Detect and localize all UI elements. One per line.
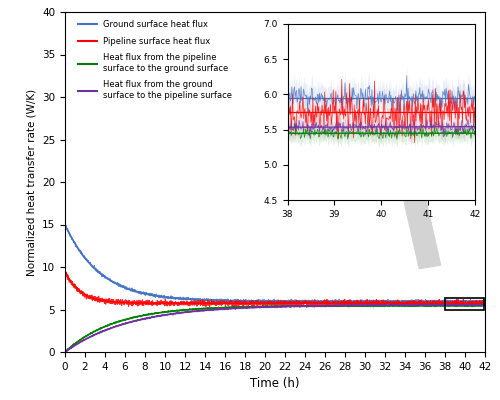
- Bar: [445, 298, 484, 310]
- FancyArrow shape: [391, 156, 441, 269]
- Legend: Ground surface heat flux, Pipeline surface heat flux, Heat flux from the pipelin: Ground surface heat flux, Pipeline surfa…: [75, 17, 235, 103]
- X-axis label: Time (h): Time (h): [250, 377, 300, 390]
- Y-axis label: Normalized heat transfer rate (W/K): Normalized heat transfer rate (W/K): [26, 88, 36, 276]
